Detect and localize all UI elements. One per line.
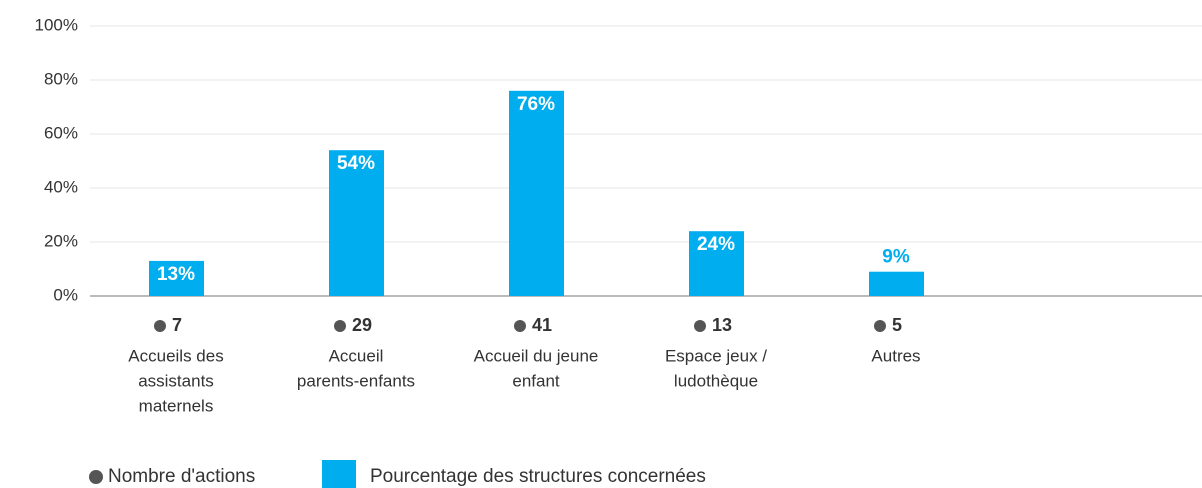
legend-label: Nombre d'actions — [108, 466, 255, 487]
count-dot — [334, 320, 346, 332]
bar — [149, 260, 204, 296]
x-tick-label: Accueil — [329, 346, 384, 365]
y-tick-label: 0% — [53, 285, 78, 304]
count-label: 29 — [352, 315, 372, 335]
value-label: 54% — [337, 153, 375, 174]
count-label: 5 — [892, 315, 902, 335]
count-label: 13 — [712, 315, 732, 335]
bar — [329, 150, 384, 296]
legend-dot — [89, 470, 103, 484]
count-dot — [694, 320, 706, 332]
legend-label: Pourcentage des structures concernées — [370, 466, 706, 487]
bar — [689, 231, 744, 296]
y-tick-label: 100% — [35, 15, 78, 34]
count-label: 41 — [532, 315, 552, 335]
x-tick-label: ludothèque — [674, 371, 758, 390]
x-tick-label: Espace jeux / — [665, 346, 767, 365]
value-label: 24% — [697, 234, 735, 255]
x-tick-label: Accueil du jeune — [474, 346, 599, 365]
y-tick-label: 20% — [44, 231, 78, 250]
count-dot — [514, 320, 526, 332]
x-tick-label: Autres — [871, 346, 920, 365]
y-tick-label: 80% — [44, 69, 78, 88]
x-tick-label: assistants — [138, 371, 214, 390]
value-label: 13% — [157, 264, 195, 285]
y-tick-label: 40% — [44, 177, 78, 196]
bar — [869, 271, 924, 296]
bar — [509, 90, 564, 296]
value-label: 9% — [882, 247, 910, 268]
x-tick-label: Accueils des — [128, 346, 223, 365]
count-dot — [874, 320, 886, 332]
x-tick-label: enfant — [512, 371, 560, 390]
y-tick-label: 60% — [44, 123, 78, 142]
value-label: 76% — [517, 94, 555, 115]
count-dot — [154, 320, 166, 332]
legend-swatch — [322, 460, 356, 488]
count-label: 7 — [172, 315, 182, 335]
x-tick-label: maternels — [139, 396, 214, 415]
x-tick-label: parents-enfants — [297, 371, 415, 390]
